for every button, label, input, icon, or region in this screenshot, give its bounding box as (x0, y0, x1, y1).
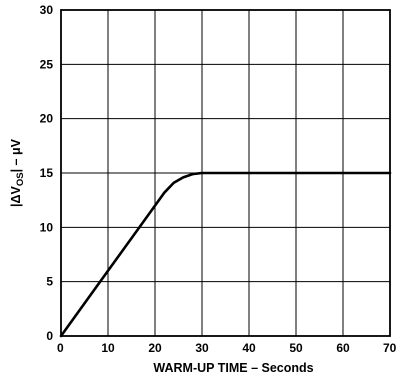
x-tick-label: 20 (148, 341, 162, 355)
y-tick-label: 25 (40, 57, 54, 71)
x-tick-label: 60 (336, 341, 350, 355)
y-tick-label: 5 (46, 275, 53, 289)
y-tick-label: 20 (40, 112, 54, 126)
y-axis-title-suffix: | – μV (9, 138, 23, 172)
x-tick-label: 0 (57, 341, 64, 355)
x-axis-title: WARM-UP TIME – Seconds (153, 361, 313, 375)
y-axis-title-subscript: OS (15, 172, 26, 186)
y-axis-title: |ΔVOS| – μV (9, 138, 26, 207)
y-tick-label: 0 (46, 329, 53, 343)
x-tick-label: 10 (101, 341, 115, 355)
x-tick-label: 40 (242, 341, 256, 355)
x-tick-label: 30 (195, 341, 209, 355)
y-tick-label: 15 (40, 166, 54, 180)
series-line-0 (59, 171, 392, 338)
y-axis-title-prefix: |ΔV (9, 185, 23, 206)
y-tick-labels: 0 5 10 15 20 25 30 (40, 3, 54, 343)
y-tick-label: 10 (40, 220, 54, 234)
series-group (59, 171, 392, 338)
x-tick-label: 50 (289, 341, 303, 355)
x-tick-label: 70 (383, 341, 396, 355)
x-tick-labels: 0 10 20 30 40 50 60 70 (57, 341, 396, 355)
y-tick-label: 30 (40, 3, 54, 17)
